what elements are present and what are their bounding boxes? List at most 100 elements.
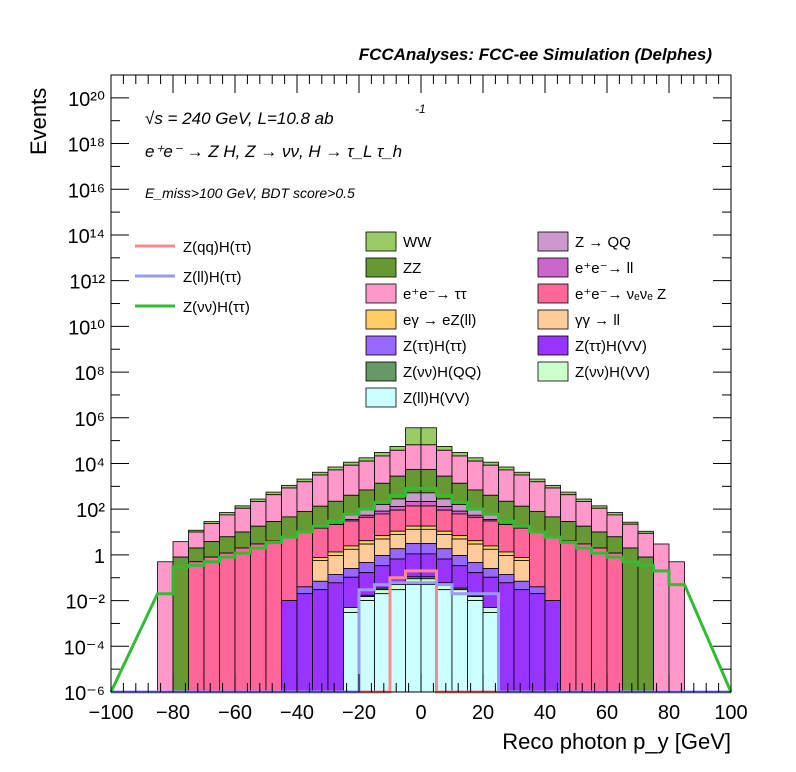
bar-e-e-bin-10 xyxy=(312,474,329,507)
bar-ll-bin-17 xyxy=(420,528,437,545)
bar-z-h-vv-bin-12 xyxy=(343,607,360,613)
bar-e-e-z-bin-14 xyxy=(374,513,391,537)
y-tick-label: 10¹⁴ xyxy=(68,226,106,248)
series-zz xyxy=(172,468,654,693)
bar-z-qq-bin-15 xyxy=(389,498,406,507)
legend-label-z-ll-h-vv: Z(ll)H(VV) xyxy=(403,390,470,407)
bar-zz-bin-7 xyxy=(265,521,282,542)
bar-z-h-vv-bin-21 xyxy=(482,607,499,613)
bar-z-h-vv-bin-14 xyxy=(374,589,391,595)
bar-z-ll-h-vv-bin-17 xyxy=(420,584,437,693)
bar-z-h-bin-24 xyxy=(529,586,546,595)
legend-swatch-e-e-ll xyxy=(537,257,569,278)
legend-swatch-z-h xyxy=(365,335,397,356)
bar-z-h-bin-12 xyxy=(343,568,360,578)
bar-ll-bin-10 xyxy=(312,560,329,582)
bar-zz-bin-29 xyxy=(606,536,623,554)
bar-z-ll-h-vv-bin-14 xyxy=(374,593,391,693)
bar-e-e-z-bin-7 xyxy=(265,540,282,693)
legend-swatch-ww xyxy=(365,231,397,252)
bar-z-h-vv-bin-17 xyxy=(420,553,437,578)
legend-label-ll: γγ → ll xyxy=(575,312,620,329)
bar-e-e-bin-24 xyxy=(529,481,546,512)
bar-e-e-z-bin-26 xyxy=(560,540,577,693)
bar-e-e-bin-3 xyxy=(203,523,220,543)
y-axis-label: Events xyxy=(26,88,51,155)
bar-e-e-bin-30 xyxy=(622,523,639,549)
bar-e-e-bin-1 xyxy=(172,541,189,558)
bar-e-e-z-bin-13 xyxy=(358,516,375,542)
bar-ww-bin-18 xyxy=(436,446,453,451)
legend-label-ww: WW xyxy=(403,234,432,251)
bar-z-qq-bin-14 xyxy=(374,504,391,512)
bar-ww-bin-13 xyxy=(358,457,375,462)
bar-z-h-bin-11 xyxy=(327,574,344,584)
x-tick-label: −60 xyxy=(218,702,252,724)
series-z-h-vv xyxy=(281,553,561,693)
bar-zz-bin-8 xyxy=(281,516,298,538)
bar-zz-bin-12 xyxy=(343,494,360,516)
bar-e-e-bin-28 xyxy=(591,507,608,533)
bar-e-e-bin-9 xyxy=(296,481,313,512)
bar-zz-bin-28 xyxy=(591,531,608,549)
bar-e-e-bin-13 xyxy=(358,460,375,491)
bar-e-e-bin-32 xyxy=(653,543,670,693)
bar-zz-bin-1 xyxy=(172,556,189,693)
legend-label-z-qq-h: Z(qq)H(ττ) xyxy=(183,239,252,256)
bar-z-h-bin-21 xyxy=(482,568,499,578)
bar-z-h-vv-bin-18 xyxy=(436,558,453,584)
bar-e-e-z-bin-24 xyxy=(529,531,546,588)
bar-e-e-bin-14 xyxy=(374,455,391,484)
bar-z-h-bin-22 xyxy=(498,574,515,584)
x-tick-label: −100 xyxy=(88,702,133,724)
bar-ww-bin-11 xyxy=(327,466,344,471)
energy-lumi-label: √s = 240 GeV, L=10.8 ab xyxy=(145,109,334,128)
y-tick-label: 10¹⁰ xyxy=(68,317,105,339)
bar-zz-bin-31 xyxy=(637,556,654,693)
bar-e-e-ll-bin-19 xyxy=(451,510,468,515)
bar-z-ll-h-vv-bin-15 xyxy=(389,589,406,693)
bar-e-e-z-bin-20 xyxy=(467,516,484,542)
bar-e-e-bin-29 xyxy=(606,514,623,538)
legend-label-e-e: e⁺e⁻→ ττ xyxy=(403,286,467,303)
bar-e-ez-ll-bin-21 xyxy=(482,545,499,550)
bar-z-h-vv-bin-15 xyxy=(389,584,406,591)
bar-z-h-vv-bin-13 xyxy=(358,596,375,601)
bar-ww-bin-16 xyxy=(405,427,422,446)
bar-z-h-bin-19 xyxy=(451,555,468,567)
bar-e-e-bin-17 xyxy=(420,444,437,470)
bar-e-e-bin-21 xyxy=(482,464,499,496)
bar-e-ez-ll-bin-13 xyxy=(358,540,375,545)
bar-e-e-bin-27 xyxy=(575,501,592,527)
bar-zz-bin-26 xyxy=(560,521,577,542)
bar-e-e-bin-7 xyxy=(265,494,282,522)
bar-e-e-z-bin-28 xyxy=(591,547,608,693)
bar-e-e-z-bin-18 xyxy=(436,509,453,532)
bar-e-e-ll-bin-15 xyxy=(389,506,406,511)
legend-label-z-h: Z(νν)H(ττ) xyxy=(183,299,250,316)
bar-e-e-bin-26 xyxy=(560,494,577,522)
bar-e-e-z-bin-16 xyxy=(405,505,422,527)
bar-ll-bin-21 xyxy=(482,548,499,569)
series-e-e-z xyxy=(188,505,623,693)
bar-zz-bin-9 xyxy=(296,510,313,533)
bar-z-qq-bin-16 xyxy=(405,492,422,502)
legend-label-z-h-qq: Z(νν)H(QQ) xyxy=(403,364,481,381)
bar-zz-bin-5 xyxy=(234,531,251,549)
bar-z-h-vv-bin-10 xyxy=(312,589,329,693)
bar-z-qq-bin-19 xyxy=(451,504,468,512)
bar-e-e-bin-25 xyxy=(544,487,561,518)
bar-ww-bin-15 xyxy=(389,446,406,451)
bar-ll-bin-23 xyxy=(513,560,530,582)
bar-e-ez-ll-bin-23 xyxy=(513,557,530,561)
bar-e-e-bin-16 xyxy=(405,444,422,470)
bar-e-ez-ll-bin-22 xyxy=(498,551,515,556)
bar-e-e-ll-bin-14 xyxy=(374,510,391,515)
legend-swatch-ll xyxy=(537,309,569,330)
bar-ww-bin-22 xyxy=(498,466,515,471)
process-label: e⁺e⁻ → Z H, Z → νν, H → τ_L τ_h xyxy=(145,142,402,161)
bar-ll-bin-12 xyxy=(343,548,360,569)
bar-zz-bin-2 xyxy=(188,547,205,563)
bar-e-e-bin-0 xyxy=(157,561,174,693)
legend-swatch-e-e xyxy=(365,283,397,304)
